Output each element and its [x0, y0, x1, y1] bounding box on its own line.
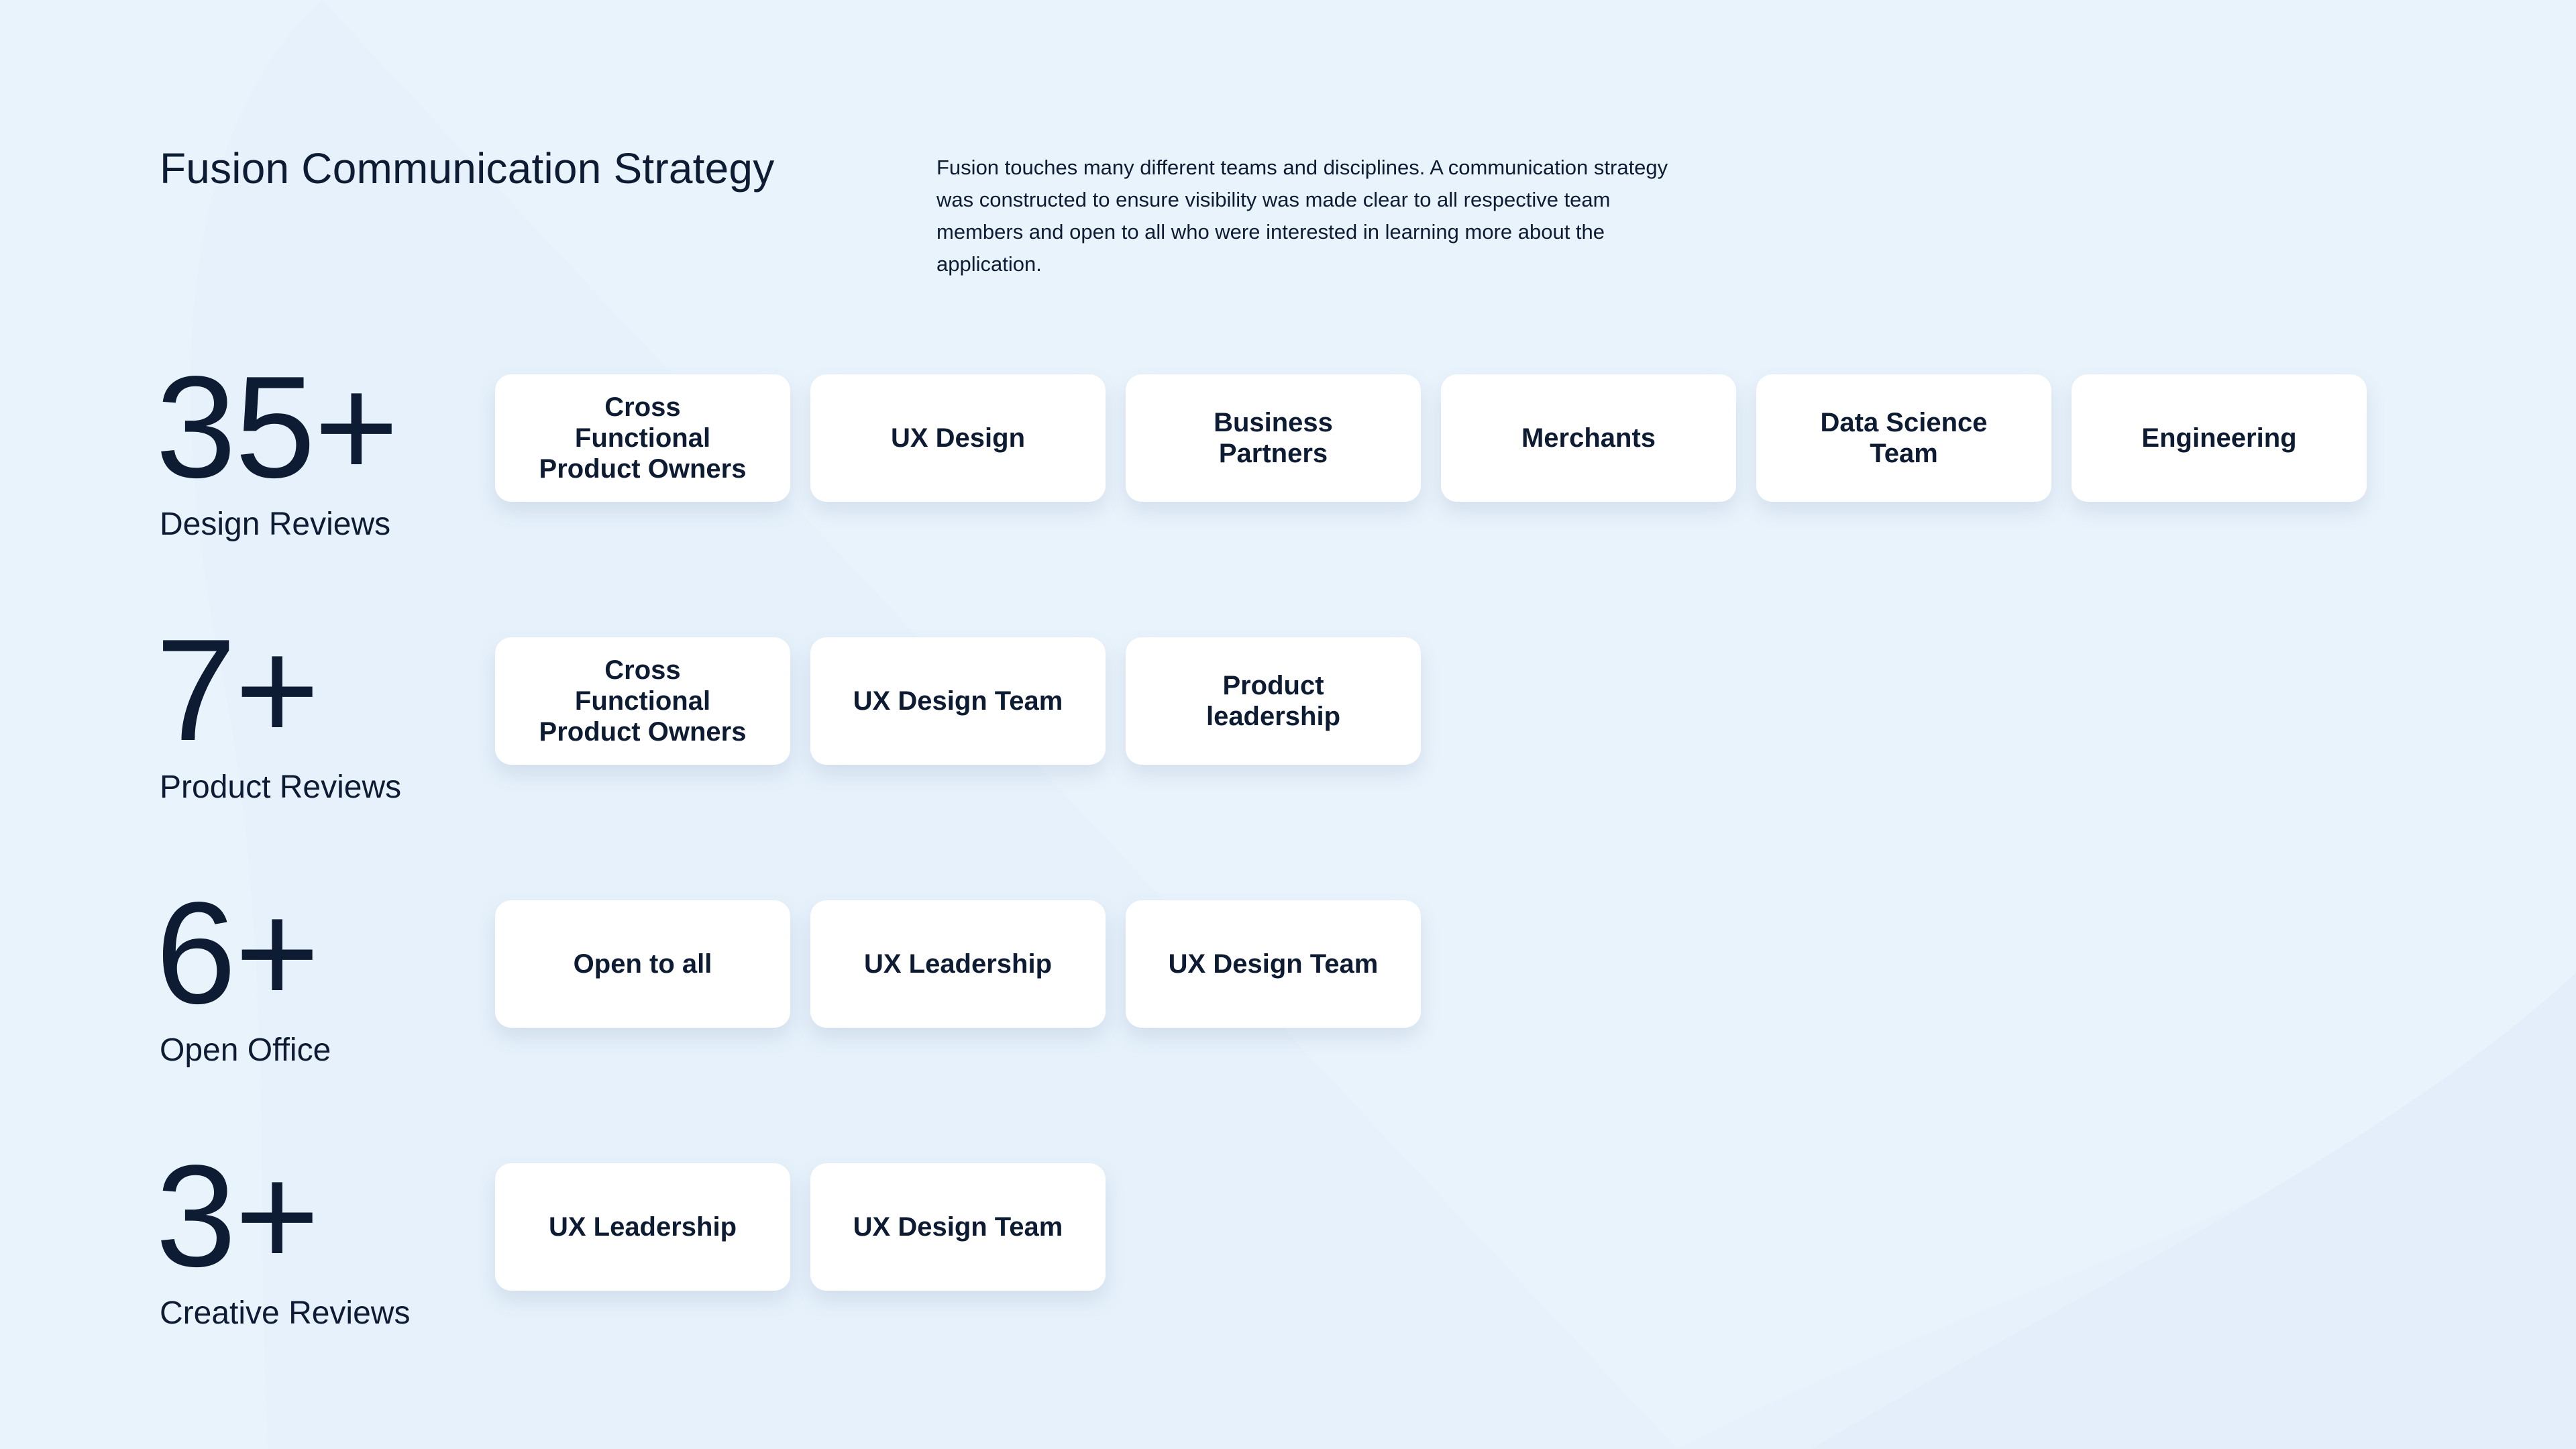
audience-card: UX Design Team: [810, 1163, 1106, 1291]
audience-card-label: UX Leadership: [863, 949, 1053, 979]
stat-row-design-reviews: 35+ Design Reviews Cross Functional Prod…: [0, 354, 2576, 569]
stat-number: 6+: [156, 871, 319, 1034]
audience-card: Cross Functional Product Owners: [495, 374, 790, 502]
stat-number: 35+: [156, 345, 398, 508]
audience-card: UX Design Team: [1126, 900, 1421, 1028]
audience-card: Product leadership: [1126, 637, 1421, 765]
audience-card: Open to all: [495, 900, 790, 1028]
audience-card-label: Product leadership: [1205, 671, 1341, 731]
audience-card: UX Design Team: [810, 637, 1106, 765]
audience-card: Cross Functional Product Owners: [495, 637, 790, 765]
stat-label: Design Reviews: [160, 506, 391, 542]
page-description: Fusion touches many different teams and …: [936, 156, 1668, 276]
audience-card-label: Merchants: [1521, 423, 1656, 453]
stat-label: Open Office: [160, 1032, 331, 1068]
audience-card: UX Design: [810, 374, 1106, 502]
stat-label: Creative Reviews: [160, 1295, 411, 1331]
audience-card-list: UX Leadership UX Design Team: [495, 1163, 1106, 1291]
audience-card-label: Cross Functional Product Owners: [539, 392, 747, 484]
page-title: Fusion Communication Strategy: [160, 144, 775, 193]
stat-label: Product Reviews: [160, 769, 402, 805]
audience-card: UX Leadership: [495, 1163, 790, 1291]
stat-row-creative-reviews: 3+ Creative Reviews UX Leadership UX Des…: [0, 1143, 2576, 1358]
audience-card-label: Open to all: [573, 949, 712, 979]
audience-card-label: UX Design Team: [853, 686, 1063, 716]
audience-card-list: Open to all UX Leadership UX Design Team: [495, 900, 1421, 1028]
audience-card-label: Engineering: [2141, 423, 2297, 453]
audience-card-label: Cross Functional Product Owners: [539, 655, 747, 747]
audience-card-label: UX Leadership: [548, 1212, 737, 1242]
audience-card-label: UX Design Team: [853, 1212, 1063, 1242]
audience-card-label: Business Partners: [1214, 408, 1333, 468]
stat-row-open-office: 6+ Open Office Open to all UX Leadership…: [0, 880, 2576, 1095]
audience-card-list: Cross Functional Product Owners UX Desig…: [495, 637, 1421, 765]
audience-card: Engineering: [2072, 374, 2367, 502]
audience-card: Data Science Team: [1756, 374, 2051, 502]
stat-row-product-reviews: 7+ Product Reviews Cross Functional Prod…: [0, 617, 2576, 832]
audience-card-list: Cross Functional Product Owners UX Desig…: [495, 374, 2367, 502]
audience-card-label: Data Science Team: [1820, 408, 1988, 468]
audience-card: Business Partners: [1126, 374, 1421, 502]
audience-card-label: UX Design: [890, 423, 1026, 453]
stat-number: 3+: [156, 1134, 319, 1297]
audience-card-label: UX Design Team: [1168, 949, 1379, 979]
audience-card: UX Leadership: [810, 900, 1106, 1028]
stat-number: 7+: [156, 608, 319, 771]
audience-card: Merchants: [1441, 374, 1736, 502]
